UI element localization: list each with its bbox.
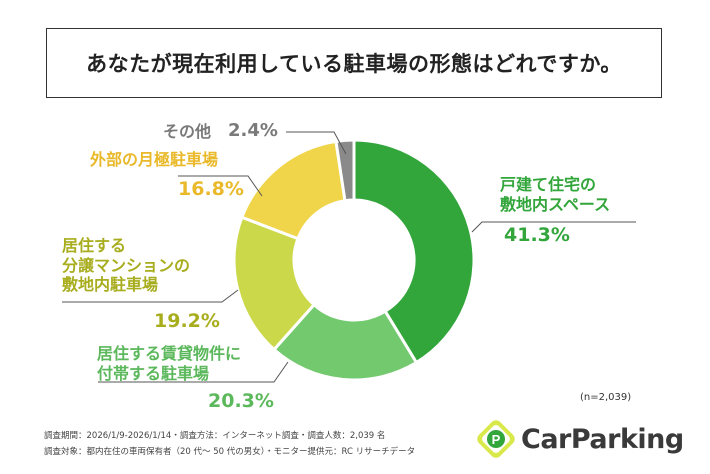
value-other: 2.4% bbox=[228, 120, 278, 141]
value-detached-house: 41.3% bbox=[504, 224, 570, 246]
leader-line-detached-house bbox=[471, 221, 636, 233]
label-rental-line1: 居住する賃貸物件に bbox=[97, 344, 242, 363]
slice-rental bbox=[271, 302, 419, 382]
label-condominium: 居住する 分譲マンションの 敷地内駐車場 bbox=[62, 236, 190, 295]
leader-line-rental bbox=[98, 361, 289, 383]
label-other-line1: その他 bbox=[163, 122, 212, 141]
value-rental: 20.3% bbox=[208, 390, 274, 412]
footer-survey-target: 調査対象：都内在住の車両保有者（20 代～ 50 代の男女）・モニター提供元：R… bbox=[44, 447, 416, 457]
label-detached-line1: 戸建て住宅の bbox=[500, 175, 597, 194]
leader-line-condominium bbox=[62, 289, 239, 303]
label-condo-line1: 居住する bbox=[62, 236, 127, 255]
leader-line-monthly-parking bbox=[178, 175, 263, 197]
label-other: その他 bbox=[163, 122, 211, 142]
sample-size: (n=2,039) bbox=[580, 392, 632, 403]
value-condominium: 19.2% bbox=[154, 310, 220, 332]
footer-survey-period: 調査期間：2026/1/9-2026/1/14・調査方法：インターネット調査・調… bbox=[44, 431, 386, 441]
label-rental-line2: 付帯する駐車場 bbox=[97, 363, 210, 383]
logo-text: CarParking bbox=[521, 423, 684, 455]
slice-detached-house bbox=[352, 138, 476, 365]
carparking-logo: P CarParking bbox=[477, 420, 684, 458]
chart-title: あなたが現在利用している駐車場の形態はどれですか。 bbox=[46, 28, 662, 98]
label-rental: 居住する賃貸物件に 付帯する駐車場 bbox=[97, 344, 241, 383]
label-detached-line2: 敷地内スペース bbox=[500, 194, 611, 214]
label-detached-house: 戸建て住宅の 敷地内スペース bbox=[500, 175, 610, 214]
value-monthly-parking: 16.8% bbox=[178, 178, 244, 200]
label-condo-line2: 分譲マンションの bbox=[62, 255, 191, 275]
label-monthly-parking: 外部の月極駐車場 bbox=[90, 150, 218, 170]
slice-other bbox=[334, 138, 356, 203]
logo-mark-letter: P bbox=[492, 432, 501, 447]
parking-p-icon: P bbox=[477, 420, 515, 458]
label-condo-line3: 敷地内駐車場 bbox=[62, 275, 159, 295]
label-monthly-line1: 外部の月極駐車場 bbox=[90, 150, 219, 169]
leader-line-other bbox=[286, 131, 347, 155]
